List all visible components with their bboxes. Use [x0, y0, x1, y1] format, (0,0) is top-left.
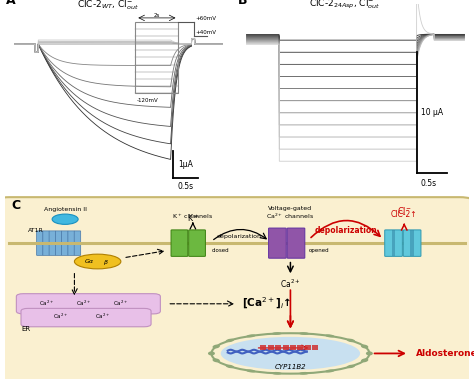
Text: -120mV: -120mV: [137, 98, 158, 103]
Text: opened: opened: [309, 248, 329, 253]
FancyBboxPatch shape: [62, 231, 68, 255]
Text: Ca$^{2+}$ channels: Ca$^{2+}$ channels: [266, 212, 315, 221]
FancyBboxPatch shape: [36, 231, 43, 255]
FancyBboxPatch shape: [55, 231, 62, 255]
Text: Cl$^{-}$: Cl$^{-}$: [397, 205, 411, 216]
Text: depolarization: depolarization: [217, 234, 262, 239]
Ellipse shape: [299, 332, 309, 335]
Bar: [283, 345, 289, 350]
Text: ER: ER: [21, 326, 30, 332]
Bar: [275, 345, 281, 350]
Ellipse shape: [221, 337, 360, 370]
Ellipse shape: [246, 369, 255, 373]
Bar: [312, 345, 319, 350]
FancyBboxPatch shape: [49, 231, 55, 255]
Text: Ca$^{2+}$: Ca$^{2+}$: [53, 312, 68, 321]
Text: A: A: [6, 0, 16, 7]
Bar: [268, 345, 273, 350]
Text: AT1R: AT1R: [28, 228, 44, 233]
Text: Ca$^{2+}$: Ca$^{2+}$: [280, 277, 301, 290]
Text: K$^+$ channels: K$^+$ channels: [172, 212, 213, 221]
Bar: [260, 345, 266, 350]
Text: Aldosterone↑: Aldosterone↑: [416, 349, 474, 358]
Text: CIC-2↑: CIC-2↑: [391, 210, 418, 219]
Ellipse shape: [272, 372, 282, 375]
Bar: [410, 230, 413, 256]
Text: +40mV: +40mV: [196, 30, 217, 35]
Text: 10 μA: 10 μA: [421, 108, 443, 117]
FancyBboxPatch shape: [68, 231, 74, 255]
Circle shape: [52, 214, 78, 224]
FancyBboxPatch shape: [74, 231, 81, 255]
Text: C: C: [12, 199, 21, 212]
Text: Ca$^{2+}$: Ca$^{2+}$: [76, 298, 91, 308]
Ellipse shape: [361, 358, 368, 362]
Ellipse shape: [325, 334, 335, 337]
FancyBboxPatch shape: [21, 308, 151, 327]
FancyBboxPatch shape: [287, 228, 305, 258]
Text: 1μA: 1μA: [178, 160, 193, 169]
Ellipse shape: [208, 352, 215, 355]
Bar: [392, 230, 395, 256]
Text: +60mV: +60mV: [196, 15, 217, 21]
Ellipse shape: [272, 332, 282, 335]
Text: Ca$^{2+}$: Ca$^{2+}$: [113, 298, 128, 308]
Text: CYP11B2: CYP11B2: [274, 365, 306, 370]
Text: $\beta$: $\beta$: [103, 258, 109, 267]
FancyBboxPatch shape: [385, 230, 402, 256]
Ellipse shape: [212, 358, 220, 362]
Ellipse shape: [346, 365, 355, 368]
Text: CIC-2$_{24Asp}$, Cl$^{-}_{out}$: CIC-2$_{24Asp}$, Cl$^{-}_{out}$: [309, 0, 380, 11]
Text: Voltage-gated: Voltage-gated: [268, 206, 312, 211]
Text: depolarization: depolarization: [315, 226, 377, 235]
Ellipse shape: [346, 339, 355, 342]
Ellipse shape: [226, 365, 234, 368]
Text: 2s: 2s: [154, 13, 160, 18]
Ellipse shape: [366, 352, 373, 355]
FancyBboxPatch shape: [171, 230, 188, 256]
FancyBboxPatch shape: [269, 228, 286, 258]
Ellipse shape: [361, 345, 368, 349]
Text: Ca$^{2+}$: Ca$^{2+}$: [39, 298, 54, 308]
Text: 0.5s: 0.5s: [178, 182, 194, 191]
Ellipse shape: [325, 369, 335, 373]
Text: G$\alpha$: G$\alpha$: [84, 257, 95, 265]
Bar: [290, 345, 296, 350]
Text: Ca$^{2+}$: Ca$^{2+}$: [95, 312, 110, 321]
Text: CIC-2$_{WT}$, Cl$^{-}_{out}$: CIC-2$_{WT}$, Cl$^{-}_{out}$: [77, 0, 139, 12]
FancyBboxPatch shape: [189, 230, 205, 256]
Ellipse shape: [74, 254, 121, 269]
Text: [Ca$^{2+}$]$_i$↑: [Ca$^{2+}$]$_i$↑: [242, 296, 291, 311]
Ellipse shape: [226, 339, 234, 342]
FancyBboxPatch shape: [43, 231, 49, 255]
Text: K$^+$: K$^+$: [187, 212, 199, 224]
FancyBboxPatch shape: [16, 294, 160, 314]
Ellipse shape: [299, 372, 309, 375]
FancyBboxPatch shape: [0, 197, 474, 383]
Ellipse shape: [212, 345, 220, 349]
Text: B: B: [238, 0, 247, 7]
Text: Angiotensin II: Angiotensin II: [44, 207, 87, 212]
Text: closed: closed: [211, 248, 229, 253]
FancyBboxPatch shape: [403, 230, 421, 256]
Ellipse shape: [246, 334, 255, 337]
Text: 0.5s: 0.5s: [421, 179, 437, 188]
Bar: [305, 345, 311, 350]
Bar: [297, 345, 303, 350]
